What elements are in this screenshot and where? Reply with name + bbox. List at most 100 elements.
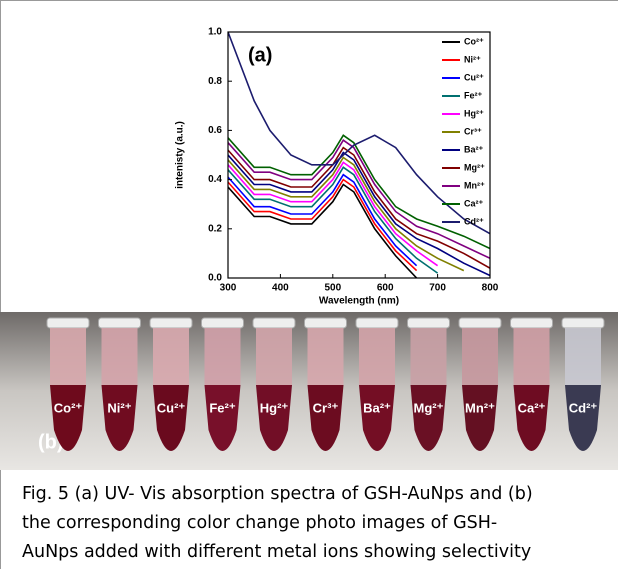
tube-liquid bbox=[410, 385, 447, 451]
x-axis-label: Wavelength (nm) bbox=[319, 296, 399, 307]
series-line bbox=[228, 146, 490, 269]
tube-top bbox=[565, 328, 601, 385]
legend-label: Hg²⁺ bbox=[464, 108, 484, 118]
y-tick-label: 0.2 bbox=[208, 223, 222, 234]
legend-label: Ba²⁺ bbox=[464, 144, 484, 154]
tube: Co²⁺ bbox=[46, 317, 90, 451]
caption-line: the corresponding color change photo ima… bbox=[22, 513, 498, 533]
x-tick-label: 600 bbox=[377, 283, 394, 294]
tube-top bbox=[307, 328, 344, 385]
legend-label: Mn²⁺ bbox=[464, 180, 485, 190]
tube-cap bbox=[149, 317, 193, 329]
caption-line: AuNps added with different metal ions sh… bbox=[22, 542, 532, 562]
tube-label: Ca²⁺ bbox=[518, 400, 546, 415]
tube-top bbox=[101, 328, 138, 385]
x-tick-label: 700 bbox=[429, 283, 446, 294]
series-line bbox=[228, 161, 439, 267]
tube: Cd²⁺ bbox=[561, 317, 605, 451]
plot-frame bbox=[227, 31, 491, 279]
tube: Ni²⁺ bbox=[98, 317, 141, 451]
tube-cap bbox=[252, 317, 296, 329]
tube-cap bbox=[407, 317, 450, 329]
series-line bbox=[228, 166, 439, 274]
legend-label: Ca²⁺ bbox=[464, 198, 484, 208]
series-line bbox=[228, 183, 418, 278]
legend-label: Co²⁺ bbox=[464, 36, 484, 46]
x-tick-label: 500 bbox=[324, 283, 341, 294]
tube-cap bbox=[98, 317, 141, 329]
tube: Mg²⁺ bbox=[407, 317, 450, 451]
legend-label: Cu²⁺ bbox=[464, 72, 484, 82]
tube-liquid bbox=[256, 385, 292, 451]
series-line bbox=[228, 32, 490, 235]
tube-cap bbox=[458, 317, 502, 329]
tube-liquid bbox=[565, 385, 601, 451]
tube-cap bbox=[561, 317, 605, 329]
series-line bbox=[228, 151, 490, 277]
caption-line: Fig. 5 (a) UV- Vis absorption spectra of… bbox=[22, 484, 533, 504]
tube-label: Cu²⁺ bbox=[157, 400, 186, 415]
x-tick-label: 300 bbox=[220, 283, 237, 294]
tube-label: Mn²⁺ bbox=[465, 400, 495, 415]
tube-label: Hg²⁺ bbox=[260, 400, 289, 415]
tube: Hg²⁺ bbox=[252, 317, 296, 451]
tube-top bbox=[359, 328, 395, 385]
tube-label: Cr³⁺ bbox=[313, 400, 339, 415]
tube-top bbox=[410, 328, 447, 385]
plot-lines bbox=[228, 32, 490, 278]
tube: Ba²⁺ bbox=[355, 317, 399, 451]
tube-label: Ni²⁺ bbox=[107, 400, 131, 415]
series-line bbox=[228, 178, 418, 272]
tube-liquid bbox=[153, 385, 189, 451]
tube-top bbox=[204, 328, 241, 385]
tube: Cr³⁺ bbox=[304, 317, 347, 451]
tube: Fe²⁺ bbox=[201, 317, 244, 451]
tube-label: Co²⁺ bbox=[54, 400, 83, 415]
tube: Ca²⁺ bbox=[510, 317, 553, 451]
caption: Fig. 5 (a) UV- Vis absorption spectra of… bbox=[22, 480, 612, 567]
y-tick-label: 0.4 bbox=[208, 174, 222, 185]
tube-label: Cd²⁺ bbox=[569, 400, 598, 415]
tube-liquid bbox=[204, 385, 241, 451]
tube: Cu²⁺ bbox=[149, 317, 193, 451]
tube-liquid bbox=[462, 385, 498, 451]
legend-label: Cr³⁺ bbox=[464, 126, 482, 136]
y-tick-label: 0.6 bbox=[208, 125, 222, 136]
y-axis-label: intenisty (a.u.) bbox=[175, 121, 186, 189]
tube-label: Mg²⁺ bbox=[414, 400, 444, 415]
x-tick-label: 400 bbox=[272, 283, 289, 294]
legend-label: Cd²⁺ bbox=[464, 216, 484, 226]
tube-cap bbox=[304, 317, 347, 329]
tube-liquid bbox=[50, 385, 86, 451]
tube-top bbox=[462, 328, 498, 385]
x-tick-label: 800 bbox=[482, 283, 499, 294]
y-tick-label: 1.0 bbox=[208, 27, 222, 38]
tube-cap bbox=[201, 317, 244, 329]
legend-label: Ni²⁺ bbox=[464, 54, 481, 64]
y-tick-label: 0.8 bbox=[208, 76, 222, 87]
legend-label: Fe²⁺ bbox=[464, 90, 483, 100]
tube-cap bbox=[355, 317, 399, 329]
tube-top bbox=[256, 328, 292, 385]
panel-label: (a) bbox=[248, 44, 272, 66]
series-line bbox=[228, 156, 465, 272]
tube-top bbox=[50, 328, 86, 385]
y-tick-label: 0.0 bbox=[208, 273, 222, 284]
series-line bbox=[228, 173, 418, 267]
tube: Mn²⁺ bbox=[458, 317, 502, 451]
tube-label: Fe²⁺ bbox=[209, 400, 236, 415]
legend-label: Mg²⁺ bbox=[464, 162, 485, 172]
tube-liquid bbox=[359, 385, 395, 451]
tube-cap bbox=[46, 317, 90, 329]
series-line bbox=[228, 134, 490, 250]
series-line bbox=[228, 139, 490, 260]
tube-liquid bbox=[307, 385, 344, 451]
tube-liquid bbox=[101, 385, 138, 451]
tube-cap bbox=[510, 317, 553, 329]
tube-liquid bbox=[513, 385, 550, 451]
tube-top bbox=[153, 328, 189, 385]
tube-label: Ba²⁺ bbox=[363, 400, 391, 415]
tube-top bbox=[513, 328, 550, 385]
